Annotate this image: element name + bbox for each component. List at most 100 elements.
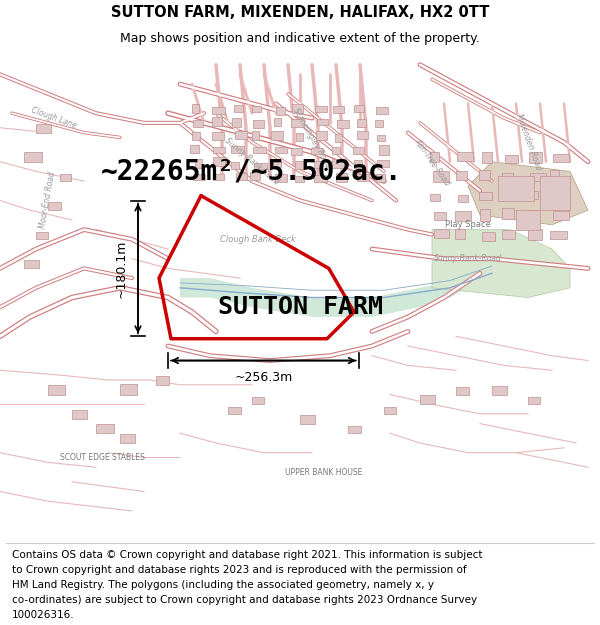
Bar: [234, 104, 242, 112]
Bar: [24, 152, 42, 162]
Bar: [482, 232, 495, 241]
Text: UPPER BANK HOUSE: UPPER BANK HOUSE: [286, 468, 362, 477]
Bar: [194, 159, 202, 168]
Bar: [430, 194, 440, 201]
Text: to Crown copyright and database rights 2023 and is reproduced with the permissio: to Crown copyright and database rights 2…: [12, 565, 467, 575]
Bar: [292, 119, 304, 127]
Bar: [275, 147, 287, 153]
Bar: [553, 211, 569, 220]
Bar: [253, 121, 263, 128]
Bar: [295, 161, 306, 169]
Bar: [420, 396, 435, 404]
Bar: [232, 162, 239, 169]
Bar: [295, 176, 304, 182]
Bar: [300, 415, 315, 424]
Bar: [528, 191, 538, 199]
Text: SUTTON FARM, MIXENDEN, HALIFAX, HX2 0TT: SUTTON FARM, MIXENDEN, HALIFAX, HX2 0TT: [111, 4, 489, 19]
Bar: [316, 131, 327, 139]
Text: HM Land Registry. The polygons (including the associated geometry, namely x, y: HM Land Registry. The polygons (includin…: [12, 580, 434, 590]
Bar: [498, 176, 534, 201]
Bar: [213, 158, 225, 166]
Bar: [36, 232, 48, 239]
Bar: [332, 148, 340, 154]
Bar: [528, 397, 540, 404]
Bar: [384, 407, 396, 414]
Text: Clough Bank Beck: Clough Bank Beck: [220, 235, 296, 244]
Text: Play Space: Play Space: [445, 220, 491, 229]
Bar: [212, 106, 226, 114]
Bar: [232, 118, 241, 127]
Bar: [120, 434, 135, 443]
Bar: [430, 152, 439, 162]
Bar: [254, 163, 267, 169]
Bar: [250, 171, 260, 179]
Bar: [551, 190, 567, 199]
Bar: [253, 147, 266, 153]
Bar: [317, 119, 328, 126]
Bar: [529, 229, 542, 240]
Bar: [236, 173, 247, 180]
Bar: [271, 131, 283, 140]
Bar: [529, 152, 542, 163]
Bar: [502, 173, 512, 182]
Bar: [214, 174, 224, 181]
Bar: [314, 106, 327, 112]
Bar: [502, 208, 514, 219]
Bar: [377, 135, 385, 141]
Bar: [492, 386, 507, 394]
Bar: [314, 174, 326, 182]
Bar: [333, 106, 344, 113]
Bar: [377, 160, 389, 168]
Bar: [550, 231, 566, 239]
Bar: [528, 210, 538, 221]
Bar: [332, 159, 345, 168]
Bar: [550, 169, 559, 180]
Bar: [357, 131, 368, 139]
Bar: [296, 133, 304, 141]
Bar: [455, 211, 471, 221]
Bar: [193, 174, 205, 180]
Bar: [314, 161, 322, 168]
Bar: [456, 171, 467, 180]
Bar: [24, 259, 39, 268]
Bar: [190, 145, 199, 153]
Text: Moor-End Road: Moor-End Road: [38, 171, 58, 230]
Bar: [337, 120, 349, 128]
Bar: [357, 174, 369, 181]
Bar: [292, 104, 303, 113]
Bar: [379, 145, 389, 155]
Bar: [505, 155, 518, 163]
Bar: [355, 104, 364, 112]
Bar: [235, 131, 247, 139]
Bar: [376, 107, 388, 114]
Bar: [516, 210, 540, 229]
Bar: [376, 174, 385, 182]
Bar: [530, 173, 546, 181]
Bar: [191, 132, 200, 139]
Text: SUTTON FARM: SUTTON FARM: [218, 295, 383, 319]
Bar: [193, 120, 203, 127]
Text: Stanningley Road: Stanningley Road: [291, 106, 333, 169]
Bar: [482, 152, 492, 162]
Bar: [348, 426, 361, 433]
Text: Sunny-Bank-Road: Sunny-Bank-Road: [434, 254, 502, 263]
Bar: [479, 192, 491, 200]
Bar: [374, 120, 383, 127]
Bar: [212, 132, 224, 139]
Text: Map shows position and indicative extent of the property.: Map shows position and indicative extent…: [120, 32, 480, 45]
Text: Mixenden Road: Mixenden Road: [514, 113, 542, 172]
Bar: [311, 148, 323, 154]
Bar: [456, 388, 469, 394]
Text: SCOUT EDGE STABLES: SCOUT EDGE STABLES: [59, 453, 145, 462]
Bar: [191, 104, 199, 112]
Bar: [48, 385, 65, 394]
Bar: [36, 124, 51, 132]
Bar: [228, 407, 241, 414]
Text: ~256.3m: ~256.3m: [234, 371, 293, 384]
Bar: [335, 134, 342, 142]
Bar: [354, 160, 362, 168]
Bar: [553, 154, 569, 162]
Bar: [252, 106, 262, 112]
Bar: [434, 212, 446, 221]
Bar: [502, 230, 515, 239]
